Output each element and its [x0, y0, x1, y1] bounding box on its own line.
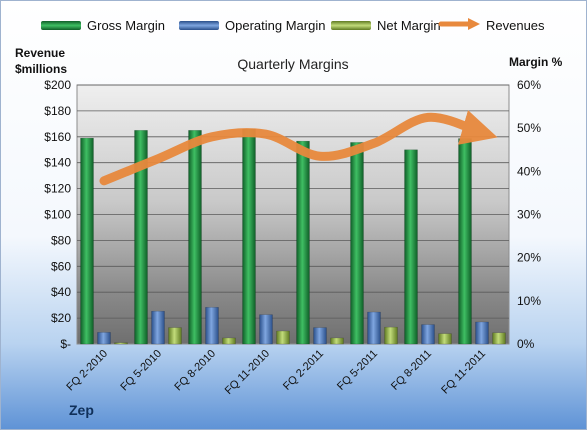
- bar-net-margin: [384, 326, 398, 345]
- bar-net-margin: [330, 337, 344, 345]
- y2-tick-label: 50%: [517, 121, 541, 135]
- left-axis-title: Revenue $millions: [15, 45, 67, 77]
- bar-operating-margin: [367, 311, 381, 345]
- bar-gross-margin: [404, 149, 418, 345]
- y-tick-label: $200: [44, 78, 71, 92]
- bar-operating-margin: [97, 332, 111, 345]
- legend-swatch: [41, 20, 81, 30]
- y-tick-label: $120: [44, 182, 71, 196]
- bar-operating-margin: [151, 310, 165, 345]
- legend-item: Net Margin: [331, 15, 441, 35]
- legend-item: Gross Margin: [41, 15, 165, 35]
- y-tick-label: $80: [51, 233, 71, 247]
- bar-gross-margin: [350, 142, 364, 345]
- chart-title: Quarterly Margins: [237, 56, 349, 72]
- y-tick-label: $60: [51, 259, 71, 273]
- footer-label: Zep: [69, 402, 94, 418]
- x-tick-label: FQ 8-2010: [172, 348, 218, 394]
- y2-tick-label: 0%: [517, 337, 535, 351]
- y2-tick-label: 60%: [517, 78, 541, 92]
- bar-gross-margin: [188, 130, 202, 345]
- bar-net-margin: [114, 342, 128, 345]
- y-tick-label: $100: [44, 208, 71, 222]
- legend-item: Operating Margin: [179, 15, 325, 35]
- legend: Gross Margin Operating Margin Net Margin Re…: [1, 15, 586, 37]
- left-axis-title-line: Revenue: [15, 46, 66, 60]
- y-tick-label: $40: [51, 285, 71, 299]
- bar-net-margin: [276, 330, 290, 345]
- left-axis-title-line: $millions: [15, 62, 68, 76]
- bar-net-margin: [222, 337, 236, 345]
- x-tick-label: FQ 2-2010: [64, 348, 110, 394]
- x-tick-label: FQ 2-2011: [281, 348, 326, 393]
- legend-item: Revenues: [438, 15, 545, 35]
- y2-tick-label: 20%: [517, 251, 541, 265]
- y-tick-label: $160: [44, 130, 71, 144]
- bar-gross-margin: [80, 137, 94, 345]
- x-tick-label: FQ 8-2011: [389, 348, 434, 393]
- y2-tick-label: 40%: [517, 164, 541, 178]
- y2-tick-label: 30%: [517, 208, 541, 222]
- bar-gross-margin: [134, 130, 148, 345]
- x-tick-label: FQ 5-2011: [335, 348, 380, 393]
- legend-swatch: [179, 20, 219, 30]
- legend-label: Gross Margin: [87, 17, 166, 33]
- x-tick-label: FQ 11-2010: [223, 348, 272, 397]
- bar-net-margin: [168, 327, 182, 345]
- x-tick-label: FQ 5-2010: [118, 348, 164, 394]
- legend-label: Operating Margin: [225, 17, 326, 33]
- bar-gross-margin: [296, 140, 310, 345]
- bar-net-margin: [492, 332, 506, 345]
- bar-gross-margin: [242, 128, 256, 345]
- y-tick-label: $180: [44, 104, 71, 118]
- y-tick-label: $20: [51, 311, 71, 325]
- y-tick-label: $-: [60, 337, 71, 351]
- revenues-line: [99, 110, 498, 186]
- bar-gross-margin: [458, 138, 472, 345]
- bar-operating-margin: [475, 321, 489, 345]
- legend-label: Revenues: [486, 17, 545, 33]
- right-axis-title: Margin %: [509, 55, 563, 69]
- y-tick-label: $140: [44, 156, 71, 170]
- legend-swatch: [331, 20, 371, 30]
- y2-tick-label: 10%: [517, 294, 541, 308]
- legend-label: Net Margin: [377, 17, 441, 33]
- bar-operating-margin: [205, 307, 219, 345]
- x-tick-label: FQ 11-2011: [439, 348, 488, 397]
- bar-net-margin: [438, 333, 452, 345]
- bar-operating-margin: [313, 327, 327, 345]
- bar-operating-margin: [421, 324, 435, 345]
- bar-operating-margin: [259, 314, 273, 345]
- legend-arrow-icon: [438, 17, 482, 34]
